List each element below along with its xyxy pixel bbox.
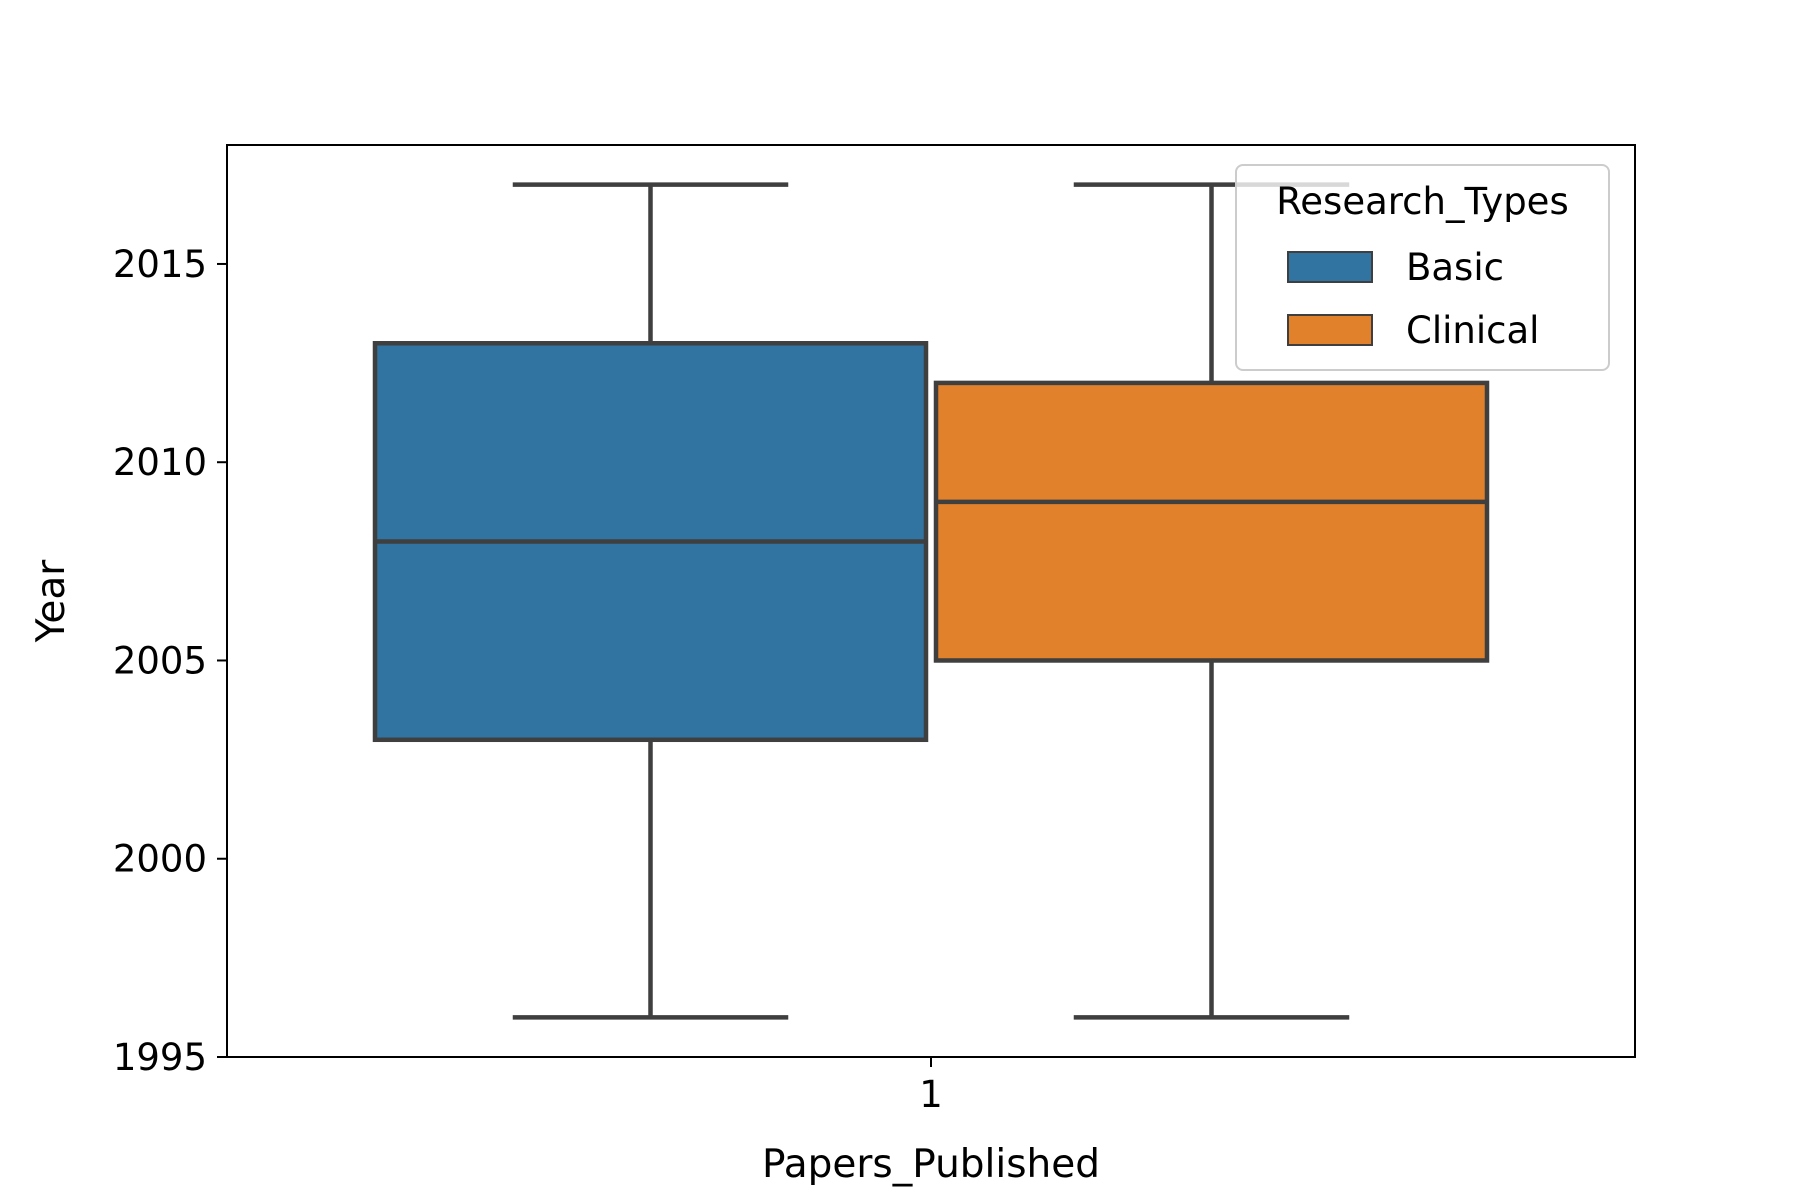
legend-swatch-basic bbox=[1287, 251, 1373, 283]
y-tick-label-2015: 2015 bbox=[113, 243, 207, 286]
y-tick-label-2005: 2005 bbox=[113, 639, 207, 682]
y-axis: 1995 2000 2005 2010 2015 bbox=[113, 243, 227, 1079]
x-tick-label-1: 1 bbox=[919, 1073, 943, 1116]
y-axis-label: Year bbox=[29, 559, 74, 644]
iqr-box-clinical bbox=[933, 380, 1490, 663]
x-axis: 1 bbox=[919, 1057, 943, 1116]
y-tick-label-2010: 2010 bbox=[113, 441, 207, 484]
legend-swatch-clinical bbox=[1287, 314, 1373, 346]
box-clinical bbox=[933, 182, 1490, 1020]
y-tick-label-2000: 2000 bbox=[113, 838, 207, 881]
box-basic bbox=[372, 182, 929, 1020]
boxes-layer bbox=[372, 182, 1490, 1020]
legend-label-basic: Basic bbox=[1406, 246, 1504, 289]
legend-title: Research_Types bbox=[1276, 180, 1568, 223]
legend-label-clinical: Clinical bbox=[1406, 309, 1539, 352]
y-tick-label-1995: 1995 bbox=[113, 1036, 207, 1079]
x-axis-label: Papers_Published bbox=[762, 1142, 1100, 1187]
legend: Research_Types Basic Clinical bbox=[1235, 164, 1610, 371]
